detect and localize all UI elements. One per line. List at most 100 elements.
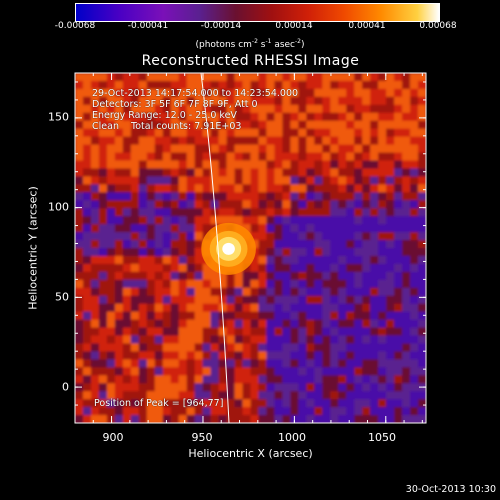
flux-map-pixel <box>114 367 124 376</box>
flux-map-pixel <box>354 96 363 106</box>
flux-map-pixel <box>130 327 140 337</box>
flux-map-pixel <box>370 327 379 337</box>
flux-map-pixel <box>130 295 140 305</box>
flux-map-pixel <box>250 407 260 416</box>
flux-map-pixel <box>418 176 426 185</box>
flux-map-pixel <box>338 295 347 305</box>
flux-map-pixel <box>106 335 116 345</box>
flux-map-pixel <box>138 208 148 217</box>
flux-map-pixel <box>122 255 132 265</box>
flux-map-pixel <box>178 335 188 345</box>
flux-map-pixel <box>370 88 379 98</box>
flux-map-pixel <box>98 327 108 337</box>
flux-map-pixel <box>394 73 403 82</box>
flux-map-pixel <box>178 391 188 400</box>
flux-map-pixel <box>346 168 355 177</box>
flux-map-pixel <box>250 88 260 98</box>
flux-map-pixel <box>298 407 307 416</box>
flux-map-pixel <box>106 184 116 193</box>
flux-map-pixel <box>282 120 291 130</box>
flux-map-pixel <box>234 216 244 225</box>
flux-map-pixel <box>362 120 371 130</box>
flux-map-pixel <box>346 399 355 408</box>
flux-map-pixel <box>234 415 244 423</box>
flux-map-pixel <box>82 263 92 273</box>
flux-map-pixel <box>306 367 315 376</box>
flux-map-pixel <box>266 160 276 170</box>
flux-map-pixel <box>402 287 411 297</box>
flux-map-pixel <box>75 208 84 217</box>
flux-map-pixel <box>322 287 331 297</box>
flux-map-pixel <box>386 240 395 249</box>
flux-map-pixel <box>362 80 371 90</box>
flux-map-pixel <box>75 255 84 265</box>
flux-map-pixel <box>202 399 212 408</box>
flux-map-pixel <box>234 96 244 106</box>
flux-map-pixel <box>122 287 132 297</box>
flux-map-pixel <box>242 160 252 170</box>
flux-map-pixel <box>186 176 196 185</box>
flux-map-pixel <box>234 168 244 177</box>
flux-map-pixel <box>82 232 92 241</box>
flux-map-pixel <box>338 248 347 257</box>
flux-map-pixel <box>362 232 371 241</box>
flux-map-pixel <box>354 287 363 297</box>
flux-map-pixel <box>298 295 307 305</box>
flux-map-pixel <box>258 263 268 273</box>
flux-map-pixel <box>82 295 92 305</box>
flux-map-pixel <box>402 240 411 249</box>
flux-map-pixel <box>418 200 426 209</box>
flux-map-pixel <box>146 120 156 130</box>
flux-map-pixel <box>306 80 315 90</box>
flux-map-pixel <box>362 271 371 281</box>
flux-map-pixel <box>378 383 387 392</box>
flux-map-pixel <box>90 240 100 249</box>
flux-map-pixel <box>362 279 371 289</box>
flux-map-pixel <box>378 104 387 114</box>
flux-map-pixel <box>82 112 92 122</box>
flux-map-pixel <box>314 263 323 273</box>
flux-map-pixel <box>314 144 323 154</box>
flux-map-pixel <box>154 303 164 313</box>
flux-map-pixel <box>322 335 331 345</box>
flux-map-pixel <box>242 271 252 281</box>
flux-map-pixel <box>378 120 387 130</box>
flux-map-pixel <box>98 343 108 352</box>
flux-map-pixel <box>178 104 188 114</box>
flux-map-pixel <box>418 399 426 408</box>
flux-map-pixel <box>170 200 180 209</box>
flux-map-pixel <box>242 136 252 146</box>
flux-map-pixel <box>290 128 299 138</box>
flux-map-pixel <box>250 184 260 193</box>
flux-map-pixel <box>306 351 315 360</box>
flux-map-pixel <box>290 152 299 162</box>
flux-map-pixel <box>298 128 307 138</box>
flux-map-pixel <box>162 208 172 217</box>
flux-map-pixel <box>402 104 411 114</box>
flux-map-pixel <box>138 112 148 122</box>
flux-map-pixel <box>170 112 180 122</box>
flux-map-pixel <box>162 224 172 233</box>
flux-map-pixel <box>154 104 164 114</box>
flux-map-pixel <box>82 144 92 154</box>
flux-map-pixel <box>330 319 339 329</box>
flux-map-pixel <box>210 120 220 130</box>
flux-map-pixel <box>234 343 244 352</box>
flux-map-pixel <box>394 192 403 201</box>
flux-map-pixel <box>178 295 188 305</box>
flux-map-pixel <box>314 88 323 98</box>
flux-map-pixel <box>290 375 299 384</box>
flux-map-pixel <box>146 96 156 106</box>
flux-map-pixel <box>202 184 212 193</box>
flux-map-pixel <box>178 128 188 138</box>
flux-map-pixel <box>138 303 148 313</box>
flux-map-pixel <box>242 80 252 90</box>
flux-map-pixel <box>234 271 244 281</box>
flux-map-pixel <box>82 176 92 185</box>
flux-map-pixel <box>298 255 307 265</box>
flux-map-pixel <box>266 120 276 130</box>
flux-map-pixel <box>130 184 140 193</box>
flux-map-pixel <box>330 112 339 122</box>
flux-map-pixel <box>346 367 355 376</box>
flux-map-pixel <box>178 80 188 90</box>
